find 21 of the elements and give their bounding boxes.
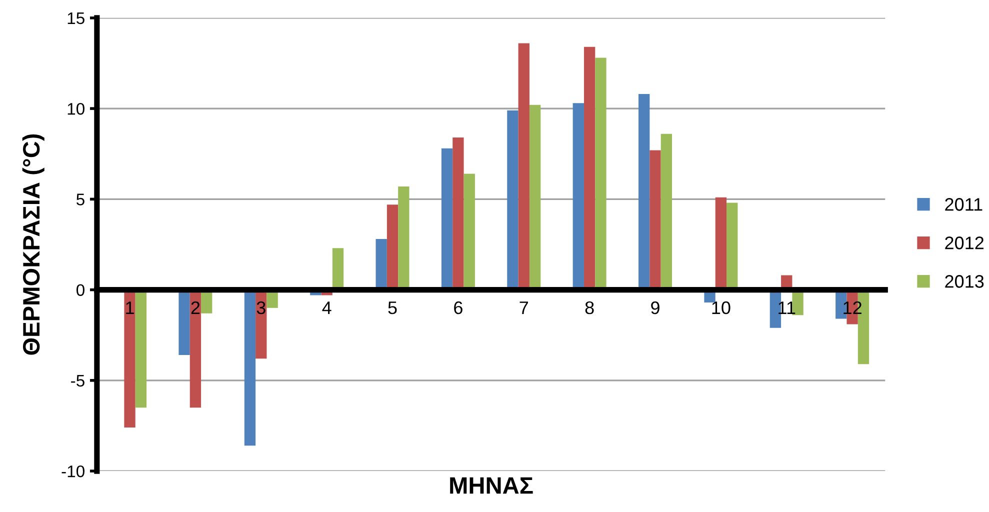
x-axis-title: ΜΗΝΑΣ (450, 477, 533, 494)
x-tick-label: 8 (585, 301, 594, 314)
x-tick-label: 2 (191, 301, 200, 314)
x-tick-label: 5 (388, 302, 397, 314)
y-tick-label: 10 (68, 102, 84, 115)
legend-label: 2012 (945, 236, 984, 250)
legend-label: 2011 (945, 198, 982, 211)
y-tick-label: -10 (62, 465, 84, 478)
y-tick-label: 0 (76, 284, 84, 296)
y-tick-label: 15 (68, 12, 84, 24)
y-tick-label: -5 (71, 374, 84, 387)
x-tick-label: 1 (126, 302, 134, 314)
legend-label: 2013 (945, 275, 984, 288)
y-axis-title: ΘΕΡΜΟΚΡΑΣΙΑ (°C) (22, 134, 44, 355)
x-tick-label: 10 (712, 301, 730, 314)
x-tick-label: 6 (454, 301, 462, 314)
x-tick-label: 9 (651, 301, 660, 314)
y-tick-label: 5 (76, 194, 84, 206)
x-tick-label: 4 (322, 302, 332, 314)
x-tick-label: 3 (256, 301, 266, 314)
x-tick-label: 7 (520, 302, 528, 314)
